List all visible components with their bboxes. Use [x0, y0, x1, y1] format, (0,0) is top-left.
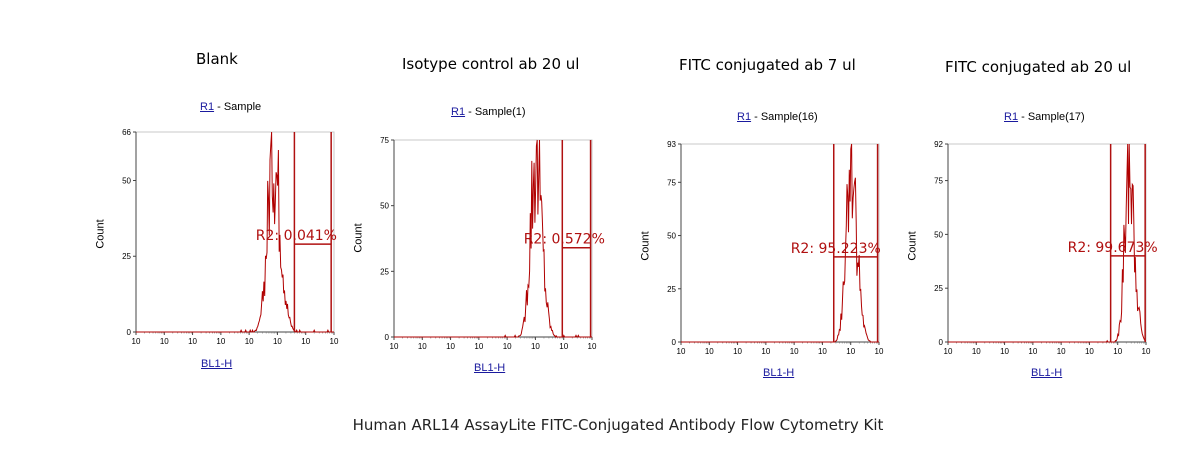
x-tick-label: 10	[531, 342, 540, 351]
x-tick-label: 10	[160, 337, 169, 346]
r1-gate-link-1[interactable]: R1	[200, 101, 215, 113]
figure-caption: Human ARL14 AssayLite FITC-Conjugated An…	[352, 416, 884, 434]
x-tick-label: 10	[677, 347, 686, 356]
y-tick-label: 0	[385, 333, 390, 342]
gate-percentage-label: R2: 0.041%	[256, 228, 337, 244]
x-tick-label: 10	[390, 342, 399, 351]
x-tick-label: 10	[245, 337, 254, 346]
x-tick-label: 10	[446, 342, 455, 351]
chart-title-1: Blank	[196, 50, 238, 68]
gate-percentage-label: R2: 0.572%	[524, 232, 605, 248]
r1-gate-link-3[interactable]: R1	[737, 111, 752, 123]
y-tick-label: 50	[122, 176, 131, 185]
x-tick-label: 10	[418, 342, 427, 351]
y-tick-label: 0	[127, 328, 132, 337]
x-tick-label: 10	[588, 342, 597, 351]
x-tick-label: 10	[503, 342, 512, 351]
chart-title-3: FITC conjugated ab 7 ul	[679, 56, 856, 74]
x-tick-label: 10	[216, 337, 225, 346]
x-tick-label: 10	[972, 347, 981, 356]
sample-name-1: - Sample	[214, 101, 262, 113]
y-axis-label-2: Count	[352, 223, 365, 253]
sample-name-2: - Sample(1)	[465, 106, 526, 118]
y-tick-label: 25	[122, 252, 131, 261]
x-axis-label-4: BL1-H	[1031, 367, 1063, 379]
y-tick-label: 50	[380, 202, 389, 211]
y-tick-label: 50	[667, 232, 676, 241]
x-tick-label: 10	[761, 347, 770, 356]
y-axis-label-4: Count	[906, 231, 919, 261]
x-axis-label-2: BL1-H	[474, 362, 506, 374]
y-axis-label-1: Count	[94, 219, 107, 249]
sample-name-3: - Sample(16)	[751, 111, 818, 123]
y-tick-label: 25	[934, 284, 943, 293]
x-tick-label: 10	[1000, 347, 1009, 356]
y-tick-label: 66	[122, 128, 131, 137]
r1-gate-link-4[interactable]: R1	[1004, 111, 1019, 123]
y-tick-label: 0	[939, 338, 944, 347]
chart-title-4: FITC conjugated ab 20 ul	[945, 58, 1132, 76]
x-tick-label: 10	[273, 337, 282, 346]
sample-label-2: R1 - Sample(1)	[451, 106, 526, 118]
sample-label-1: R1 - Sample	[200, 101, 261, 113]
sample-name-4: - Sample(17)	[1018, 111, 1085, 123]
x-tick-label: 10	[474, 342, 483, 351]
y-axis-label-3: Count	[639, 231, 652, 261]
x-tick-label: 10	[559, 342, 568, 351]
x-tick-label: 10	[1113, 347, 1122, 356]
histogram-plot-3: 0 25 50 75 93 10 10 10 10 10 10 10 10 R2: 95.223%	[667, 140, 884, 356]
y-tick-label: 0	[672, 338, 677, 347]
x-tick-label: 10	[301, 337, 310, 346]
y-tick-label: 75	[667, 178, 676, 187]
histogram-plot-4: 0 25 50 75 92 10 10 10 10 10 10 10 10 R2: 99.673%	[934, 140, 1158, 356]
x-tick-label: 10	[1028, 347, 1037, 356]
histogram-series	[948, 143, 1146, 343]
x-tick-label: 10	[818, 347, 827, 356]
r1-gate-link-2[interactable]: R1	[451, 106, 466, 118]
y-tick-label: 75	[380, 136, 389, 145]
x-tick-label: 10	[1142, 347, 1151, 356]
x-tick-label: 10	[330, 337, 339, 346]
x-tick-label: 10	[846, 347, 855, 356]
y-tick-label: 25	[380, 267, 389, 276]
chart-title-2: Isotype control ab 20 ul	[402, 55, 580, 73]
x-tick-label: 10	[875, 347, 884, 356]
histogram-plot-1: 0 25 50 66 10 10 10 10 10 10 10 10 R2: 0.041%	[122, 128, 339, 346]
y-tick-label: 75	[934, 177, 943, 186]
y-tick-label: 25	[667, 285, 676, 294]
x-axis-label-3: BL1-H	[763, 367, 795, 379]
gate-percentage-label: R2: 99.673%	[1068, 240, 1158, 256]
histogram-series	[681, 143, 879, 343]
y-tick-label: 93	[667, 140, 676, 149]
histogram-series	[136, 131, 334, 333]
gate-percentage-label: R2: 95.223%	[791, 241, 881, 257]
histogram-series	[394, 139, 592, 338]
x-tick-label: 10	[705, 347, 714, 356]
sample-label-4: R1 - Sample(17)	[1004, 111, 1085, 123]
x-tick-label: 10	[790, 347, 799, 356]
x-axis-label-1: BL1-H	[201, 358, 233, 370]
x-tick-label: 10	[1085, 347, 1094, 356]
x-tick-label: 10	[1057, 347, 1066, 356]
x-tick-label: 10	[944, 347, 953, 356]
x-tick-label: 10	[188, 337, 197, 346]
y-tick-label: 92	[934, 140, 943, 149]
x-tick-label: 10	[733, 347, 742, 356]
x-tick-label: 10	[132, 337, 141, 346]
y-tick-label: 50	[934, 230, 943, 239]
histogram-plot-2: 0 25 50 75 10 10 10 10 10 10 10 10 R2: 0.572%	[380, 136, 605, 351]
sample-label-3: R1 - Sample(16)	[737, 111, 818, 123]
